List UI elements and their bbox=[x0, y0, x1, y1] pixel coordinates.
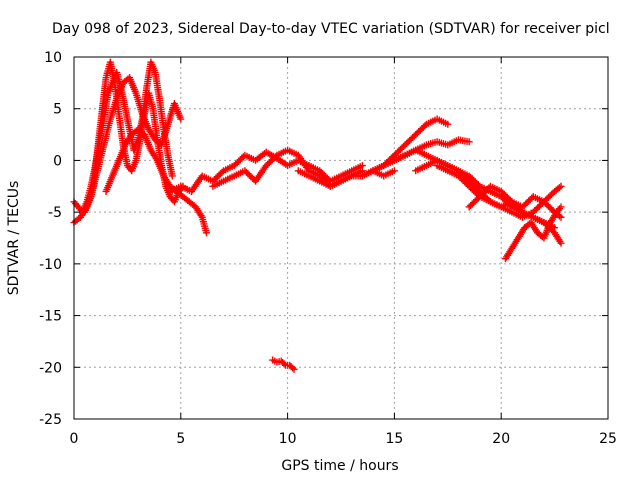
y-tick-label: 10 bbox=[44, 50, 62, 66]
data-point bbox=[421, 122, 429, 130]
x-tick-label: 5 bbox=[176, 431, 185, 447]
series-track-15 bbox=[501, 203, 565, 263]
y-axis-title: SDTVAR / TECUs bbox=[6, 181, 22, 296]
series-track-4 bbox=[102, 125, 210, 237]
data-point bbox=[557, 182, 565, 190]
x-tick-label: 20 bbox=[492, 431, 510, 447]
data-point bbox=[290, 365, 298, 373]
x-tick-label: 10 bbox=[279, 431, 297, 447]
y-tick-label: -5 bbox=[48, 205, 62, 221]
data-point bbox=[168, 172, 176, 180]
y-tick-label: 0 bbox=[53, 153, 62, 169]
data-point bbox=[358, 162, 366, 170]
data-point bbox=[177, 115, 185, 123]
data-point bbox=[465, 138, 473, 146]
series-track-7 bbox=[294, 167, 398, 190]
data-point bbox=[218, 168, 226, 176]
data-points bbox=[70, 58, 565, 373]
x-tick-label: 25 bbox=[599, 431, 617, 447]
data-point bbox=[444, 120, 452, 128]
y-tick-label: -25 bbox=[39, 412, 62, 428]
x-tick-label: 15 bbox=[385, 431, 403, 447]
data-point bbox=[202, 229, 210, 237]
data-point bbox=[271, 153, 279, 161]
y-tick-label: -10 bbox=[39, 257, 62, 273]
series-track-5 bbox=[166, 148, 313, 195]
plot-frame bbox=[73, 56, 609, 420]
series-track-3 bbox=[81, 74, 185, 216]
x-axis-title: GPS time / hours bbox=[281, 458, 398, 474]
data-point bbox=[557, 203, 565, 211]
y-tick-label: -20 bbox=[39, 360, 62, 376]
data-point bbox=[390, 167, 398, 175]
series-track-8 bbox=[305, 162, 366, 185]
chart-title: Day 098 of 2023, Sidereal Day-to-day VTE… bbox=[52, 21, 610, 37]
data-point bbox=[474, 181, 482, 189]
data-point bbox=[555, 184, 563, 192]
data-point bbox=[551, 224, 559, 232]
series-track-16 bbox=[269, 356, 298, 373]
grid-lines bbox=[74, 57, 608, 419]
data-point bbox=[557, 213, 565, 221]
data-point bbox=[506, 196, 514, 204]
y-tick-label: 5 bbox=[53, 102, 62, 118]
y-tick-label: -15 bbox=[39, 309, 62, 325]
x-tick-label: 0 bbox=[70, 431, 79, 447]
data-point bbox=[280, 360, 288, 368]
data-point bbox=[557, 239, 565, 247]
data-point bbox=[289, 364, 297, 372]
axes: 0 5 10 15 20 25 -25 -20 -15 -10 -5 0 5 10 bbox=[39, 50, 617, 447]
